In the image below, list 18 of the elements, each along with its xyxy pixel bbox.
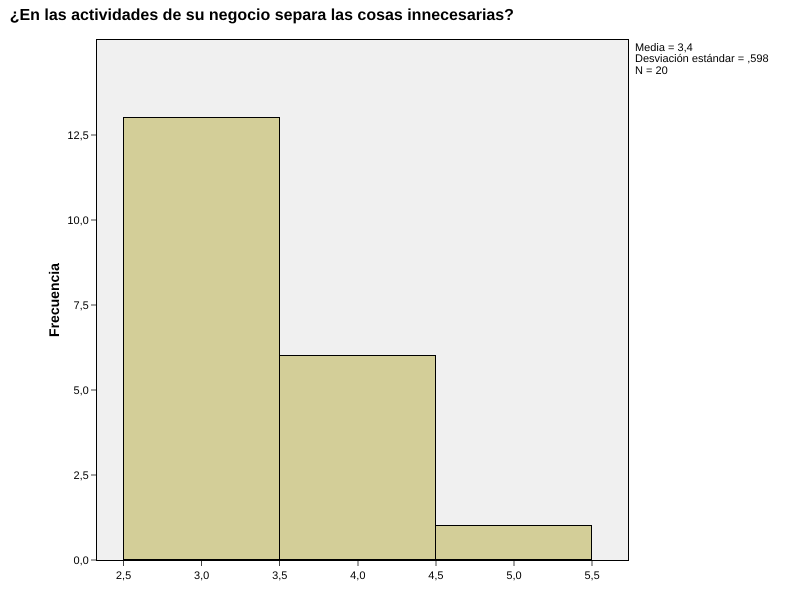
y-tick-label: 12,5 <box>67 130 89 142</box>
x-tick-label: 4,0 <box>350 570 366 582</box>
y-tick-label: 2,5 <box>74 470 89 482</box>
x-tick-label: 2,5 <box>116 570 132 582</box>
x-tick-label: 5,5 <box>584 570 600 582</box>
text: N = 20 <box>635 65 668 77</box>
x-tick-label: 4,5 <box>428 570 444 582</box>
text: Desviación estándar = ,598 <box>635 53 769 65</box>
y-tick-label: 10,0 <box>67 214 89 227</box>
y-axis-title: Frecuencia <box>46 262 62 337</box>
y-tick-label: 7,5 <box>74 300 89 312</box>
x-tick-label: 3,0 <box>194 570 210 582</box>
x-tick-label: 3,5 <box>272 570 288 582</box>
x-tick-label: 5,0 <box>506 570 522 582</box>
y-tick-label: 5,0 <box>74 384 89 397</box>
chart-title: ¿En las actividades de su negocio separa las cosas innecesarias? <box>10 7 514 24</box>
text: Media = 3,4 <box>635 42 693 54</box>
y-tick-label: 0,0 <box>74 554 89 567</box>
